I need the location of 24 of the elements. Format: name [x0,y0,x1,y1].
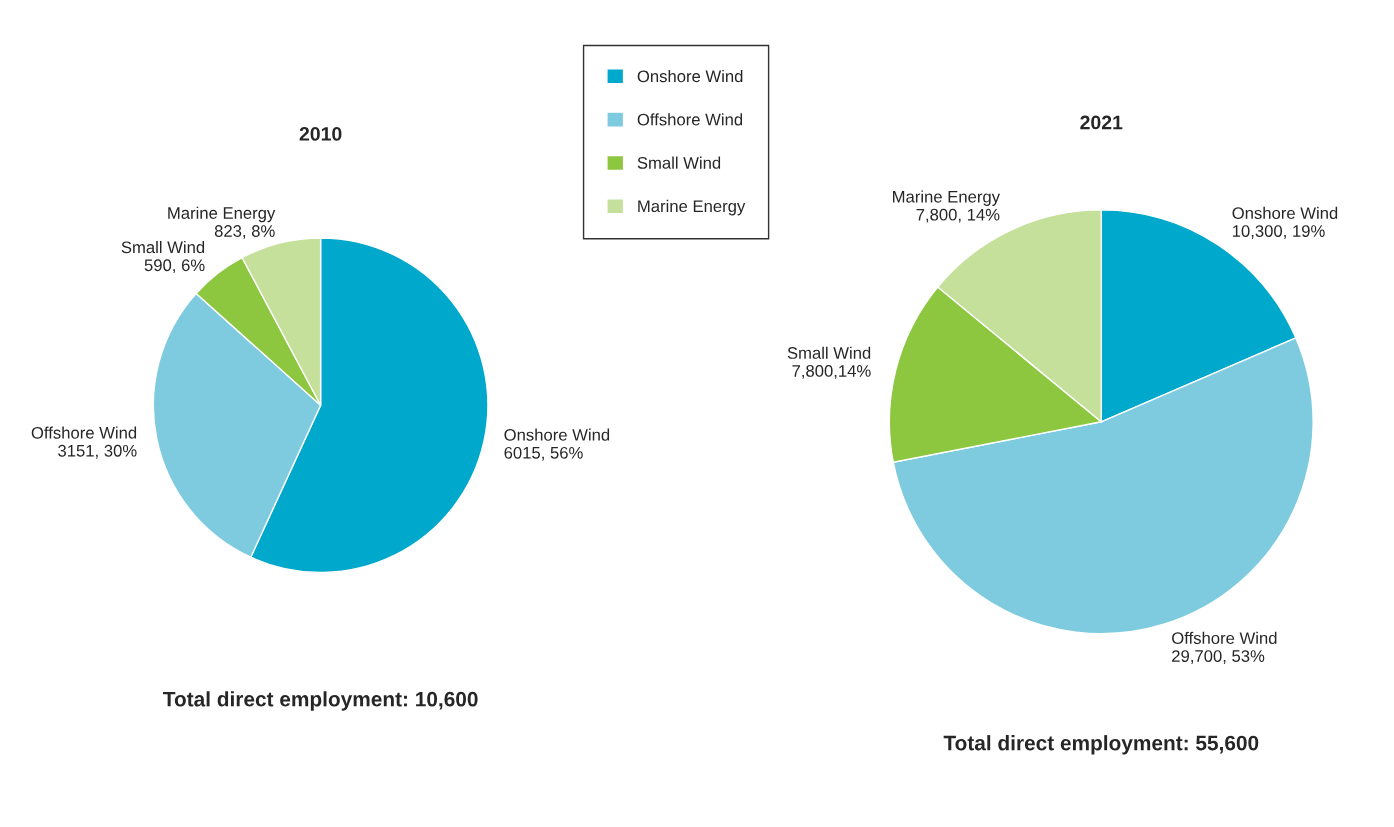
data-label: 3151, 30% [58,444,137,459]
chart-title: 2021 [1080,115,1123,130]
data-label: 823, 8% [214,225,275,239]
slice-label: Marine Energy [893,190,1000,206]
data-label: 7,800,14% [792,365,871,379]
legend-label: Onshore Wind [637,69,743,83]
slice-label: Small Wind [787,346,871,359]
data-label: 7,800, 14% [916,208,1000,223]
text: Total direct employment: 55,600 [943,735,1259,755]
slice-label: Small Wind [121,240,205,254]
slice-label: Onshore Wind [1232,206,1338,220]
slice-label: Offshore Wind [1172,631,1277,645]
legend-label: Marine Energy [638,199,746,216]
text: 2010 [299,127,342,141]
data-label: 10,300, 19% [1232,225,1325,239]
legend-label: Small Wind [637,156,721,169]
data-label: 590, 6% [144,259,205,274]
data-label: 6015, 56% [504,446,583,461]
legend-label: Offshore Wind [637,113,743,126]
data-label: 29,700, 53% [1172,650,1265,664]
slice-label: Marine Energy [168,206,276,223]
text: Total direct employment: 10,600 [163,691,478,711]
slice-label: Onshore Wind [504,428,610,441]
slice-label: Offshore Wind [31,426,137,439]
